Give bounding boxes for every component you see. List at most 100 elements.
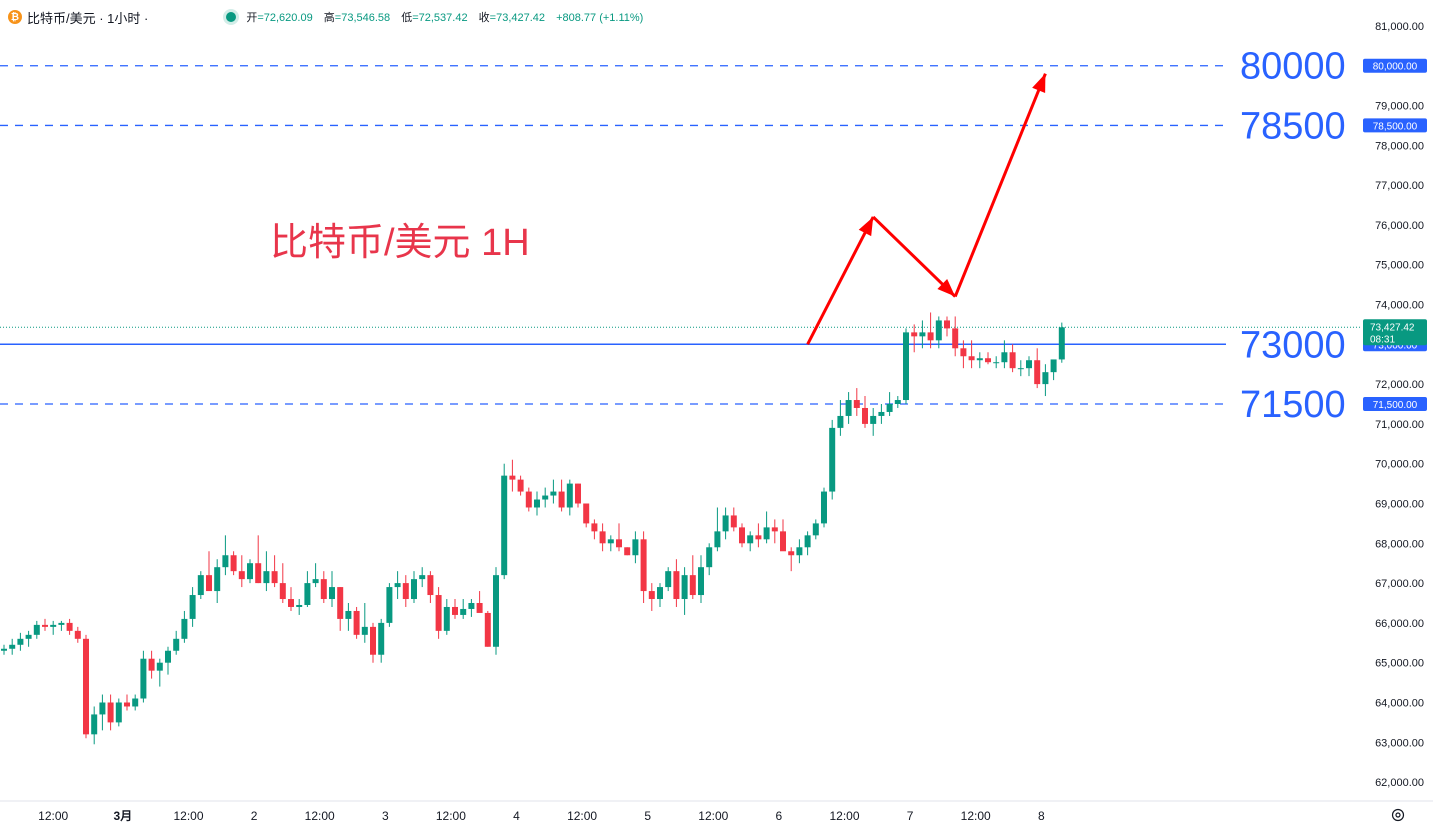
candle-body: [206, 575, 212, 592]
candle-body: [722, 515, 729, 532]
x-tick-label: 12:00: [698, 809, 728, 823]
candle-body: [698, 567, 704, 596]
candle-body: [993, 362, 1000, 364]
ohlc-readout: 开=72,620.09 高=73,546.58 低=72,537.42 收=73…: [246, 9, 651, 25]
candle-body: [370, 626, 376, 655]
change-value: +808.77 (+1.11%): [556, 12, 644, 24]
candle-body: [550, 491, 557, 496]
candle-body: [845, 400, 852, 416]
candle-body: [74, 630, 81, 639]
bitcoin-icon: ₿: [8, 10, 22, 24]
candle-body: [985, 358, 991, 363]
chart-header: ₿ 比特币/美元 · 1小时 · 开=72,620.09 高=73,546.58…: [8, 7, 651, 27]
candle-body: [870, 415, 877, 424]
candle-body: [271, 571, 278, 584]
candle-body: [476, 602, 483, 613]
candle-body: [788, 551, 795, 556]
candle-body: [329, 587, 335, 600]
candle-body: [583, 503, 590, 524]
candle-body: [935, 320, 942, 341]
y-tick-label: 63,000.00: [1375, 737, 1424, 749]
candle-body: [1026, 360, 1032, 369]
candle-body: [1050, 359, 1057, 373]
candle-body: [124, 702, 130, 707]
x-tick-label: 3: [382, 809, 389, 823]
candle-body: [739, 527, 745, 544]
candle-body: [558, 491, 565, 508]
candle-body: [115, 702, 122, 723]
y-tick-label: 74,000.00: [1375, 300, 1424, 312]
candle-body: [181, 618, 188, 639]
y-tick-label: 69,000.00: [1375, 499, 1424, 511]
level-label: 78500: [1240, 105, 1346, 147]
candle-body: [804, 535, 811, 548]
candle-body: [17, 638, 24, 645]
x-tick-label: 12:00: [829, 809, 859, 823]
x-tick-label: 12:00: [38, 809, 68, 823]
candle-body: [288, 599, 294, 607]
candle-body: [238, 571, 245, 580]
level-axis-tag-text: 78,500.00: [1373, 121, 1418, 132]
candle-body: [648, 591, 655, 600]
low-value: =72,537.42: [412, 12, 468, 24]
level-label: 71500: [1240, 384, 1346, 426]
candle-body: [443, 606, 450, 631]
candle-body: [747, 535, 754, 544]
candle-body: [50, 624, 57, 627]
level-axis-tag: [1363, 397, 1427, 412]
x-tick-label: 3月: [114, 809, 133, 823]
candle-body: [468, 602, 475, 609]
candle-body: [591, 523, 598, 532]
y-tick-label: 65,000.00: [1375, 658, 1424, 670]
time-axis[interactable]: 12:00 3月 12:00 2 12:00 3 12:00 4 12:00 5 12:00 6 12:…: [0, 800, 1433, 823]
candle-body: [821, 491, 827, 524]
projection-arrow: [806, 216, 875, 345]
candle-body: [665, 571, 672, 588]
candle-body: [607, 539, 614, 544]
candle-body: [763, 527, 770, 540]
y-tick-label: 77,000.00: [1375, 180, 1424, 192]
candle-body: [460, 608, 467, 615]
settings-gear-icon[interactable]: [1390, 807, 1406, 823]
candle-body: [903, 332, 909, 401]
candle-body: [525, 491, 532, 508]
candle-body: [312, 579, 319, 584]
y-tick-label: 81,000.00: [1375, 21, 1424, 33]
candle-body: [25, 634, 32, 639]
candle-body: [353, 610, 360, 635]
candle-body: [862, 407, 868, 424]
candle-body: [452, 606, 458, 615]
candle-body: [599, 531, 606, 544]
level-axis-tag-text: 73,000.00: [1373, 340, 1418, 351]
y-tick-label: 78,000.00: [1375, 140, 1424, 152]
candle-body: [534, 499, 540, 508]
candle-body: [361, 626, 368, 635]
candle-body: [886, 404, 893, 412]
y-tick-label: 72,000.00: [1375, 379, 1424, 391]
candle-body: [812, 523, 819, 536]
candle-body: [706, 547, 713, 568]
candle-body: [33, 624, 40, 635]
candle-body: [681, 575, 688, 600]
candle-body: [501, 475, 508, 576]
x-tick-label: 6: [776, 809, 783, 823]
y-tick-label: 75,000.00: [1375, 260, 1424, 272]
candle-body: [337, 587, 344, 619]
candle-body: [345, 610, 352, 619]
candle-body: [214, 567, 221, 592]
candle-body: [878, 411, 885, 416]
candle-body: [222, 555, 229, 568]
candle-body: [657, 587, 663, 600]
symbol-title[interactable]: 比特币/美元 · 1小时 ·: [27, 10, 149, 26]
candle-body: [427, 575, 434, 596]
open-value: =72,620.09: [257, 12, 313, 24]
candle-body: [780, 531, 786, 552]
candle-body: [386, 587, 393, 623]
candle-body: [1, 648, 7, 651]
candle-body: [976, 358, 983, 361]
x-tick-label: 5: [644, 809, 651, 823]
candle-body: [148, 658, 155, 671]
candles: [1, 312, 1065, 745]
level-labels: 80000 80,000.00 78500 78,500.00 73000 73,000.…: [1240, 46, 1427, 426]
